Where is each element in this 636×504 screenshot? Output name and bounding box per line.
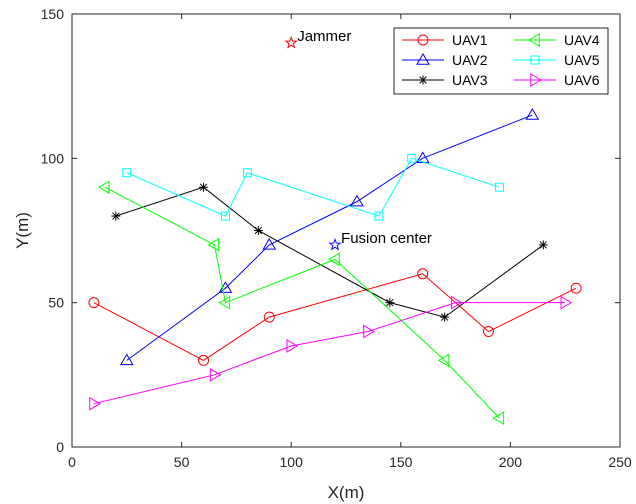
series-line-uav5 (126, 157, 500, 217)
data-point-uav6 (209, 367, 222, 382)
data-point-uav1 (198, 354, 210, 366)
y-tick-label: 50 (48, 295, 64, 311)
series-line-uav1 (93, 273, 577, 361)
y-axis-label: Y(m) (13, 212, 32, 249)
axis-layer: 0 50 100 150 200 250 0 50 100 150 (41, 6, 632, 470)
annotation-layer: Jammer Fusion center (284, 28, 432, 251)
data-point-uav4 (492, 411, 505, 426)
legend-label-uav4: UAV4 (564, 32, 600, 48)
data-point-uav6 (450, 295, 463, 310)
data-point-uav2 (525, 108, 540, 120)
fusion-center-star-icon (328, 237, 342, 251)
x-tick-label: 250 (608, 454, 632, 470)
y-tick-label: 0 (56, 439, 64, 455)
legend-label-uav2: UAV2 (452, 52, 488, 68)
legend: UAV1 UAV2 UAV3 UAV4 UAV5 UAV6 (393, 27, 609, 95)
data-point-uav4 (207, 238, 220, 252)
data-point-uav4 (97, 180, 110, 195)
jammer-label: Jammer (297, 28, 351, 45)
series-layer (88, 108, 582, 426)
series-uav4 (97, 180, 505, 426)
series-line-uav3 (115, 186, 544, 318)
series-line-uav4 (104, 186, 500, 419)
y-tick-label: 150 (41, 6, 65, 22)
legend-label-uav6: UAV6 (564, 72, 600, 88)
legend-marker-uav1 (417, 34, 429, 46)
data-point-uav2 (262, 237, 277, 250)
data-point-uav3 (199, 182, 209, 192)
data-point-uav3 (111, 211, 121, 221)
data-point-uav1 (263, 311, 275, 323)
data-point-uav3 (385, 298, 395, 308)
series-line-uav2 (126, 114, 533, 361)
x-tick-label: 100 (280, 454, 304, 470)
data-point-uav6 (286, 339, 299, 353)
data-point-uav5 (220, 211, 230, 221)
data-point-uav2 (119, 353, 134, 366)
data-point-uav2 (415, 151, 430, 164)
data-point-uav6 (89, 396, 101, 411)
data-point-uav5 (122, 168, 132, 178)
data-point-uav4 (218, 295, 231, 310)
data-point-uav1 (88, 297, 100, 309)
x-tick-label: 150 (389, 454, 413, 470)
data-point-uav2 (350, 194, 364, 207)
data-point-uav4 (328, 252, 340, 267)
legend-box (393, 27, 609, 95)
legend-marker-uav4 (528, 33, 540, 47)
data-point-uav5 (407, 153, 417, 163)
series-uav2 (119, 108, 540, 366)
x-tick-label: 200 (499, 454, 523, 470)
x-tick-label: 0 (68, 454, 76, 470)
data-point-uav5 (242, 168, 252, 178)
fusion-center-label: Fusion center (341, 230, 432, 247)
data-point-uav3 (440, 312, 450, 322)
jammer-star-icon (284, 35, 298, 49)
data-point-uav6 (363, 324, 375, 339)
data-point-uav3 (538, 240, 548, 250)
series-uav3 (111, 182, 548, 322)
x-axis-label: X(m) (328, 483, 365, 502)
legend-marker-uav3 (418, 75, 428, 85)
series-uav5 (122, 153, 504, 221)
data-point-uav5 (374, 211, 384, 221)
series-uav6 (89, 295, 573, 411)
data-point-uav1 (417, 268, 429, 280)
data-point-uav5 (494, 182, 504, 192)
data-point-uav3 (253, 226, 263, 235)
series-uav1 (88, 268, 582, 366)
legend-label-uav5: UAV5 (564, 52, 600, 68)
legend-label-uav1: UAV1 (452, 32, 488, 48)
data-point-uav1 (570, 282, 582, 294)
series-line-uav6 (93, 302, 566, 405)
legend-marker-uav6 (530, 73, 542, 87)
x-tick-label: 50 (174, 454, 190, 470)
legend-marker-uav5 (530, 55, 540, 65)
data-point-uav1 (482, 326, 494, 338)
data-point-uav4 (437, 353, 450, 368)
legend-label-uav3: UAV3 (452, 72, 488, 88)
legend-marker-uav2 (416, 53, 430, 65)
y-tick-label: 100 (41, 150, 65, 166)
data-point-uav6 (560, 295, 573, 310)
